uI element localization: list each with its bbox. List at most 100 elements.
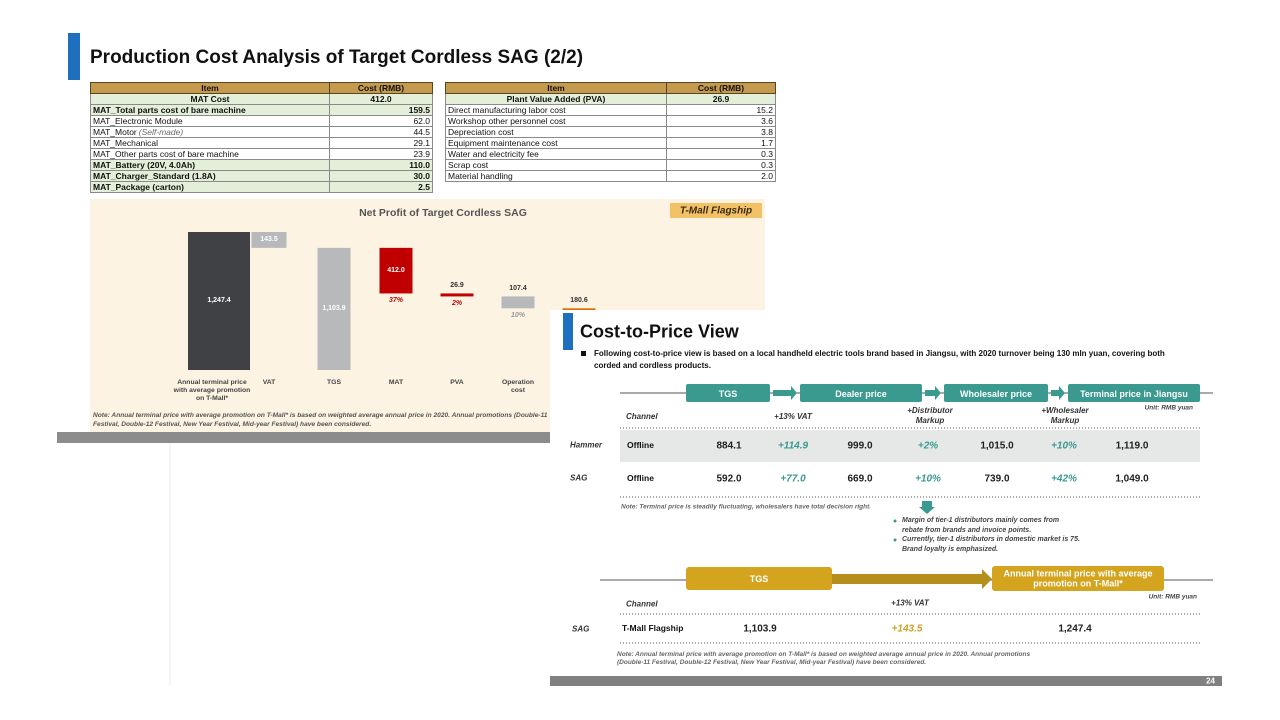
table-row: MAT Cost 412.0 [90, 93, 433, 105]
table-cell: +10% [915, 473, 941, 485]
category-label: PVA [450, 379, 464, 386]
bar [501, 296, 535, 309]
column-header: +13% VAT [774, 412, 812, 421]
item-note: (Self-made) [138, 127, 184, 137]
category-label: TGS [327, 379, 341, 386]
channel-label: T-Mall Flagship [622, 623, 684, 634]
item-text: MAT_Motor [93, 127, 137, 137]
table-cell: +77.0 [780, 473, 806, 485]
callout-text: Currently, tier-1 distributors in domest… [902, 536, 1080, 553]
down-arrow-head [919, 507, 935, 514]
table-row: Material handling 2.0 [445, 170, 776, 182]
bar [440, 293, 474, 297]
bullet-text: Following cost-to-price view is based on… [594, 349, 1165, 370]
bar [188, 232, 250, 370]
row-highlight [620, 430, 1200, 462]
dotted-rules [620, 427, 1200, 644]
bar [379, 247, 413, 294]
page-number: 24 [1206, 676, 1215, 686]
column-header: +13% VAT [891, 598, 929, 608]
data-label: 1,247.4 [207, 296, 231, 304]
chart-note: Note: Annual terminal price with average… [93, 412, 548, 428]
table-cell: 592.0 [716, 473, 742, 485]
title-accent [563, 313, 573, 350]
table-cell: +143.5 [891, 623, 923, 635]
data-label: 180.6 [570, 297, 588, 305]
data-label: 26.9 [450, 282, 464, 290]
bullet-marker [581, 351, 586, 356]
table-cell: 1,247.4 [1058, 623, 1092, 635]
flow-step [686, 384, 770, 402]
share-label: 2% [451, 300, 463, 308]
chart-tag: T-Mall Flagship [679, 204, 753, 216]
unit-label: Unit: RMB yuan [1148, 593, 1197, 601]
table-cell: 1,015.0 [980, 440, 1014, 452]
table-cell: 1,119.0 [1115, 440, 1149, 452]
flow-step-label: TGS [718, 388, 738, 399]
slide-2-background [550, 310, 1222, 686]
cost-table: Item Cost (RMB) Plant Value Added (PVA) 26.… [445, 82, 776, 182]
page-title: Cost-to-Price View [580, 321, 739, 342]
flow-step-label: TGS [749, 573, 769, 584]
column-header: +Distributor Markup [907, 406, 953, 425]
category-label: Operation cost [501, 379, 535, 394]
share-label: 10% [510, 312, 526, 320]
callout-text: Margin of tier-1 distributors mainly com… [902, 517, 1060, 534]
flow-step [944, 384, 1048, 402]
unit-label: Unit: RMB yuan [1144, 404, 1193, 412]
table-cell: +114.9 [777, 440, 809, 452]
footer-bar [550, 676, 1222, 686]
flow-step [800, 384, 922, 402]
table-cell: MAT_Package (carton) [90, 181, 330, 193]
bar [317, 247, 351, 370]
data-label: 143.5 [260, 235, 278, 243]
column-header: Channel [626, 599, 658, 609]
table-row: Workshop other personnel cost 3.6 [445, 115, 776, 127]
flow-arrow [773, 386, 797, 400]
product-label: SAG [570, 473, 588, 483]
down-arrow [922, 501, 932, 507]
flow-step-label: Terminal price in Jiangsu [1080, 388, 1188, 399]
table-cell: +2% [917, 440, 939, 452]
column-header: Channel [626, 412, 658, 421]
footer-bar [57, 432, 550, 443]
table-cell: 999.0 [847, 440, 873, 452]
table-cell: 884.1 [716, 440, 742, 452]
table-cell: 1,103.9 [743, 623, 777, 635]
flow-step [992, 566, 1164, 591]
page-title: Production Cost Analysis of Target Cordl… [90, 47, 584, 69]
table-row: MAT_Package (carton) 2.5 [90, 181, 433, 193]
flow-note: Note: Annual terminal price with average… [617, 651, 1031, 666]
category-label: VAT [262, 379, 276, 386]
table-cell: 2.5 [329, 181, 433, 193]
data-label: 1,103.9 [322, 304, 346, 312]
category-label: MAT [388, 379, 404, 386]
category-label: Annual terminal price with average promo… [173, 379, 251, 402]
flow-step [686, 567, 832, 590]
cost-table: Item Cost (RMB) MAT Cost 412.0 MAT_Total par… [90, 82, 433, 193]
share-label: 37% [388, 297, 404, 305]
channel-label: Offline [627, 440, 654, 451]
flow-band [832, 574, 982, 584]
flow-arrow [925, 386, 941, 400]
title-accent [68, 33, 80, 80]
flow-step-label: Annual terminal price with average promo… [1003, 568, 1153, 589]
flow-band-head [982, 569, 992, 589]
callout-bullet [893, 538, 897, 542]
callout-bullet [893, 519, 897, 523]
flow-step-label: Dealer price [835, 388, 887, 399]
tag-box [670, 203, 762, 218]
flow-arrow [1051, 386, 1065, 400]
table-cell: 739.0 [984, 473, 1010, 485]
flow-note: Note: Terminal price is steadily fluctua… [621, 503, 872, 511]
table-cell: 1,049.0 [1115, 473, 1149, 485]
table-cell: +10% [1051, 440, 1077, 452]
flow-step [1068, 384, 1200, 402]
data-label: 107.4 [509, 285, 527, 293]
data-label: 412.0 [387, 266, 405, 274]
table-cell: 2.0 [666, 170, 776, 182]
flow-step-label: Wholesaler price [959, 388, 1033, 399]
table-cell: 669.0 [847, 473, 873, 485]
